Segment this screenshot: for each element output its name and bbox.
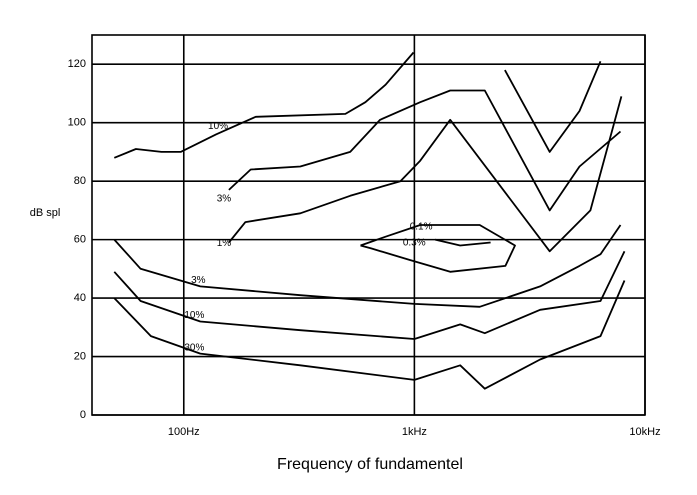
y-tick-label: 100 [68, 117, 86, 129]
contour-line [113, 250, 626, 340]
contour-label: 0.3% [403, 238, 426, 249]
contour-line [360, 224, 516, 273]
y-axis-label: dB spl [30, 207, 61, 219]
x-tick-label: 10kHz [629, 426, 660, 438]
y-tick-label: 0 [80, 409, 86, 421]
contour-label: 30% [184, 342, 204, 353]
x-axis-label: Frequency of fundamentel [277, 456, 463, 473]
y-tick-label: 120 [68, 58, 86, 70]
contour-label: 3% [191, 275, 206, 286]
y-tick-label: 60 [74, 234, 86, 246]
contour-line [228, 89, 622, 212]
x-tick-label: 1kHz [402, 426, 427, 438]
plot-frame [91, 34, 646, 416]
contour-line [113, 224, 622, 308]
x-tick-label: 100Hz [168, 426, 200, 438]
y-tick-label: 20 [74, 350, 86, 362]
contour-line [113, 51, 602, 159]
y-tick-label: 80 [74, 175, 86, 187]
contour-line [434, 238, 491, 247]
contour-label: 3% [217, 194, 232, 205]
y-tick-label: 40 [74, 292, 86, 304]
contour-label: 0.1% [410, 221, 433, 232]
contour-line [113, 280, 626, 390]
contour-label: 10% [184, 310, 204, 321]
contour-label: 1% [217, 238, 232, 249]
contour-label: 10% [208, 121, 228, 132]
contour-line [228, 96, 623, 253]
